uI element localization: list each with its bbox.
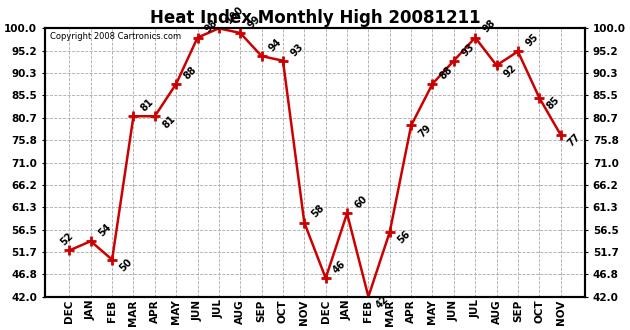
Text: 77: 77 bbox=[566, 132, 583, 148]
Text: 50: 50 bbox=[118, 257, 134, 274]
Text: 85: 85 bbox=[545, 95, 561, 112]
Title: Heat Index Monthly High 20081211: Heat Index Monthly High 20081211 bbox=[150, 9, 480, 27]
Text: 88: 88 bbox=[181, 64, 198, 81]
Text: 79: 79 bbox=[416, 123, 433, 139]
Text: 92: 92 bbox=[502, 63, 518, 79]
Text: 95: 95 bbox=[524, 32, 540, 49]
Text: 81: 81 bbox=[161, 114, 177, 130]
Text: 58: 58 bbox=[310, 203, 326, 220]
Text: 93: 93 bbox=[289, 41, 305, 58]
Text: 98: 98 bbox=[481, 18, 498, 35]
Text: 94: 94 bbox=[267, 37, 284, 53]
Text: 54: 54 bbox=[96, 222, 113, 238]
Text: 46: 46 bbox=[331, 259, 348, 276]
Text: 93: 93 bbox=[459, 41, 476, 58]
Text: 56: 56 bbox=[395, 229, 412, 246]
Text: 88: 88 bbox=[438, 64, 455, 81]
Text: 100: 100 bbox=[224, 4, 246, 25]
Text: 52: 52 bbox=[58, 231, 75, 248]
Text: 42: 42 bbox=[374, 294, 391, 311]
Text: 99: 99 bbox=[246, 14, 263, 30]
Text: Copyright 2008 Cartronics.com: Copyright 2008 Cartronics.com bbox=[50, 32, 181, 41]
Text: 81: 81 bbox=[139, 97, 156, 114]
Text: 98: 98 bbox=[203, 18, 220, 35]
Text: 60: 60 bbox=[353, 194, 369, 211]
